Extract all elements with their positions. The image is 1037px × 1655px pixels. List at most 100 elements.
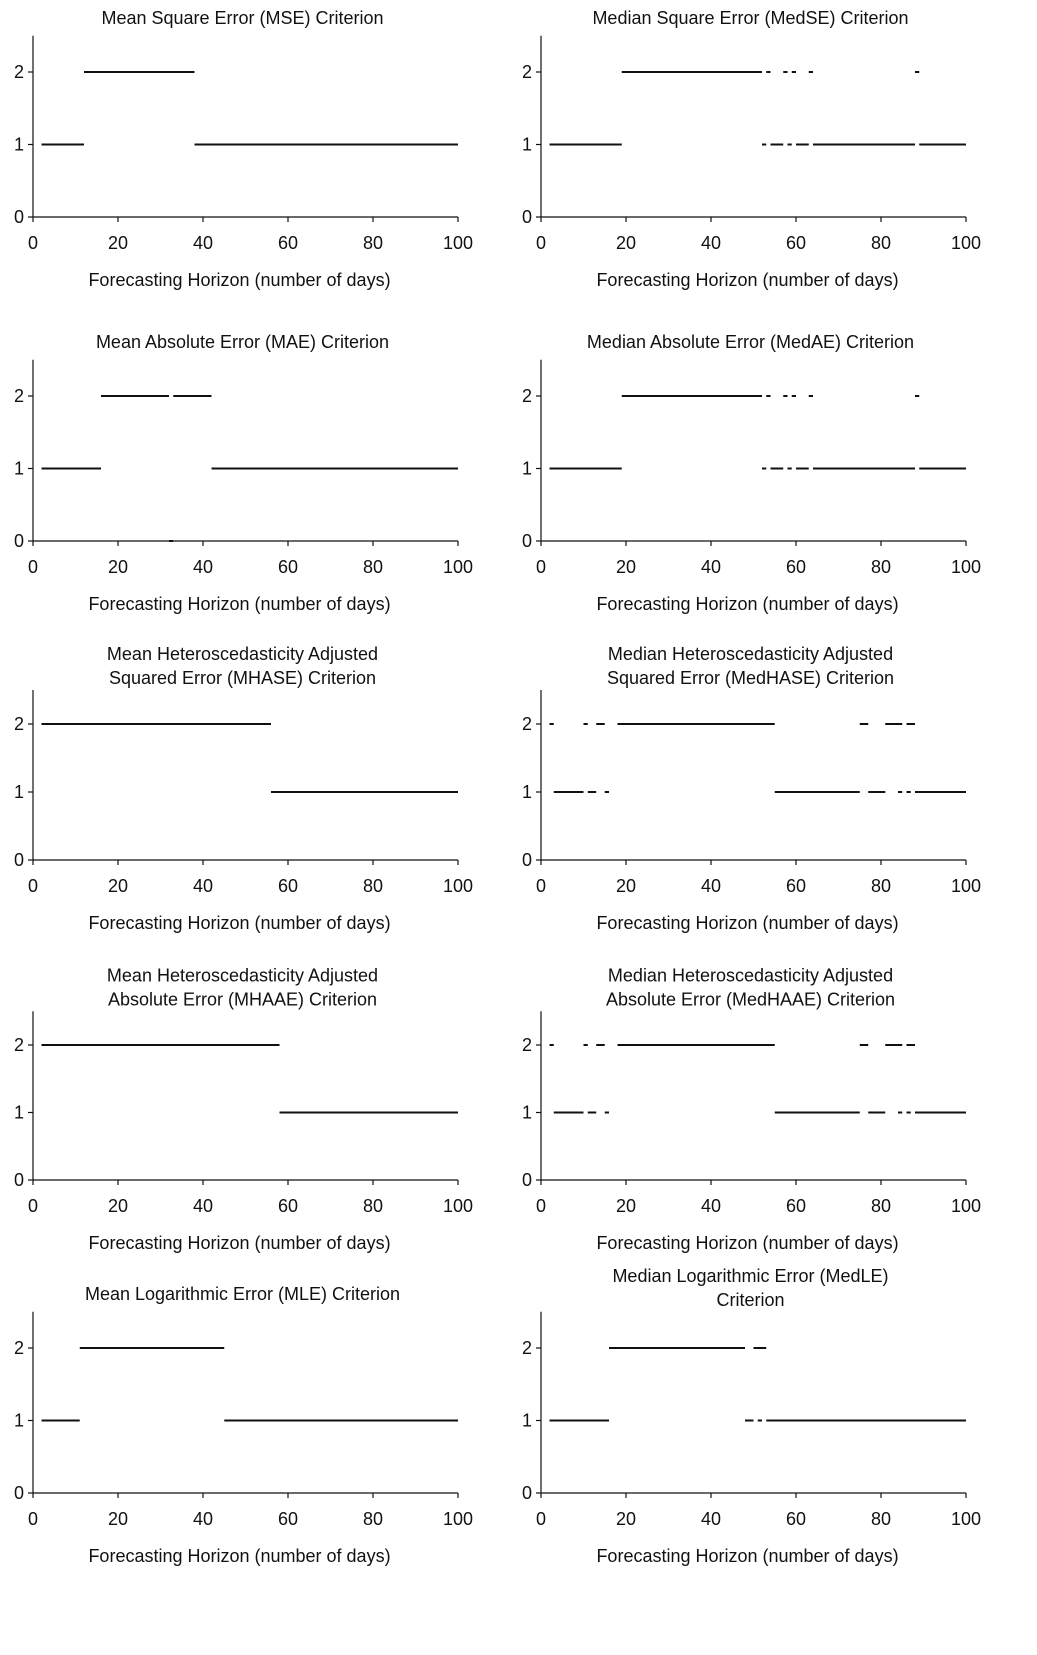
y-tick-label: 2 xyxy=(14,714,24,734)
y-tick-label: 0 xyxy=(522,1170,532,1190)
x-axis-label: Forecasting Horizon (number of days) xyxy=(88,594,390,614)
y-tick-label: 1 xyxy=(14,1411,24,1431)
x-tick-label: 60 xyxy=(786,557,806,577)
chart-title: Median Logarithmic Error (MedLE) xyxy=(612,1266,888,1286)
y-tick-label: 0 xyxy=(14,531,24,551)
x-axis-label: Forecasting Horizon (number of days) xyxy=(596,594,898,614)
chart-title: Criterion xyxy=(716,1290,784,1310)
x-tick-label: 20 xyxy=(616,233,636,253)
x-tick-label: 0 xyxy=(28,1196,38,1216)
chart-title: Mean Square Error (MSE) Criterion xyxy=(101,8,383,28)
y-tick-label: 2 xyxy=(522,1338,532,1358)
x-tick-label: 100 xyxy=(443,876,473,896)
chart-title: Squared Error (MHASE) Criterion xyxy=(109,668,376,688)
x-tick-label: 0 xyxy=(536,876,546,896)
x-tick-label: 60 xyxy=(278,1196,298,1216)
y-tick-label: 1 xyxy=(14,135,24,155)
chart-title: Mean Absolute Error (MAE) Criterion xyxy=(96,332,389,352)
chart-title: Median Square Error (MedSE) Criterion xyxy=(592,8,908,28)
chart-title: Median Absolute Error (MedAE) Criterion xyxy=(587,332,914,352)
y-tick-label: 0 xyxy=(522,531,532,551)
x-tick-label: 100 xyxy=(951,1509,981,1529)
x-axis-label: Forecasting Horizon (number of days) xyxy=(88,1233,390,1253)
y-tick-label: 1 xyxy=(522,459,532,479)
y-tick-label: 0 xyxy=(14,850,24,870)
y-tick-label: 0 xyxy=(14,1483,24,1503)
x-tick-label: 100 xyxy=(443,233,473,253)
x-tick-label: 60 xyxy=(786,1509,806,1529)
x-tick-label: 80 xyxy=(363,233,383,253)
y-tick-label: 0 xyxy=(522,207,532,227)
chart-title: Absolute Error (MHAAE) Criterion xyxy=(108,989,377,1009)
y-tick-label: 1 xyxy=(522,782,532,802)
x-tick-label: 40 xyxy=(701,876,721,896)
y-tick-label: 1 xyxy=(14,1103,24,1123)
x-axis-label: Forecasting Horizon (number of days) xyxy=(88,1546,390,1566)
x-axis-label: Forecasting Horizon (number of days) xyxy=(88,913,390,933)
x-tick-label: 0 xyxy=(536,233,546,253)
chart-panel: Median Square Error (MedSE) Criterion 0 1 2… xyxy=(522,8,981,290)
x-tick-label: 60 xyxy=(278,233,298,253)
x-tick-label: 60 xyxy=(786,233,806,253)
x-tick-label: 0 xyxy=(536,1509,546,1529)
x-tick-label: 80 xyxy=(871,1196,891,1216)
x-tick-label: 100 xyxy=(951,876,981,896)
x-tick-label: 80 xyxy=(871,233,891,253)
y-tick-label: 1 xyxy=(522,1411,532,1431)
x-tick-label: 40 xyxy=(701,557,721,577)
x-tick-label: 40 xyxy=(193,876,213,896)
y-tick-label: 1 xyxy=(14,459,24,479)
x-axis-label: Forecasting Horizon (number of days) xyxy=(596,1233,898,1253)
chart-panel: Median Heteroscedasticity Adjusted Absolu… xyxy=(522,965,981,1253)
y-tick-label: 1 xyxy=(522,135,532,155)
chart-panel: Median Logarithmic Error (MedLE) Criterio… xyxy=(522,1266,981,1566)
x-tick-label: 60 xyxy=(278,876,298,896)
chart-panel: Mean Logarithmic Error (MLE) Criterion 0 1… xyxy=(14,1284,473,1566)
x-tick-label: 100 xyxy=(951,1196,981,1216)
x-tick-label: 20 xyxy=(108,1509,128,1529)
y-tick-label: 0 xyxy=(522,1483,532,1503)
x-tick-label: 0 xyxy=(28,876,38,896)
x-tick-label: 20 xyxy=(108,1196,128,1216)
x-tick-label: 0 xyxy=(28,557,38,577)
chart-title: Absolute Error (MedHAAE) Criterion xyxy=(606,989,895,1009)
x-tick-label: 80 xyxy=(363,1196,383,1216)
y-tick-label: 1 xyxy=(522,1103,532,1123)
x-tick-label: 80 xyxy=(871,876,891,896)
y-tick-label: 0 xyxy=(14,207,24,227)
x-axis-label: Forecasting Horizon (number of days) xyxy=(596,1546,898,1566)
x-tick-label: 0 xyxy=(28,233,38,253)
x-tick-label: 20 xyxy=(616,1509,636,1529)
y-tick-label: 2 xyxy=(14,386,24,406)
x-tick-label: 40 xyxy=(193,557,213,577)
x-tick-label: 100 xyxy=(443,1196,473,1216)
y-tick-label: 2 xyxy=(14,62,24,82)
chart-panel: Mean Heteroscedasticity Adjusted Squared … xyxy=(14,644,473,933)
x-tick-label: 60 xyxy=(278,1509,298,1529)
chart-title: Mean Heteroscedasticity Adjusted xyxy=(107,965,378,985)
x-tick-label: 100 xyxy=(443,1509,473,1529)
x-tick-label: 100 xyxy=(951,557,981,577)
chart-panel: Median Heteroscedasticity Adjusted Square… xyxy=(522,644,981,933)
x-tick-label: 80 xyxy=(871,557,891,577)
x-tick-label: 20 xyxy=(616,1196,636,1216)
x-tick-label: 60 xyxy=(278,557,298,577)
x-tick-label: 80 xyxy=(363,876,383,896)
x-tick-label: 20 xyxy=(616,557,636,577)
x-tick-label: 40 xyxy=(193,233,213,253)
x-tick-label: 20 xyxy=(108,876,128,896)
x-tick-label: 40 xyxy=(701,1509,721,1529)
x-tick-label: 0 xyxy=(28,1509,38,1529)
x-tick-label: 40 xyxy=(701,1196,721,1216)
x-axis-label: Forecasting Horizon (number of days) xyxy=(88,270,390,290)
y-tick-label: 2 xyxy=(522,62,532,82)
x-tick-label: 0 xyxy=(536,1196,546,1216)
y-tick-label: 2 xyxy=(14,1035,24,1055)
x-tick-label: 100 xyxy=(951,233,981,253)
x-tick-label: 60 xyxy=(786,876,806,896)
chart-panel: Median Absolute Error (MedAE) Criterion 0… xyxy=(522,332,981,614)
chart-title: Mean Heteroscedasticity Adjusted xyxy=(107,644,378,664)
